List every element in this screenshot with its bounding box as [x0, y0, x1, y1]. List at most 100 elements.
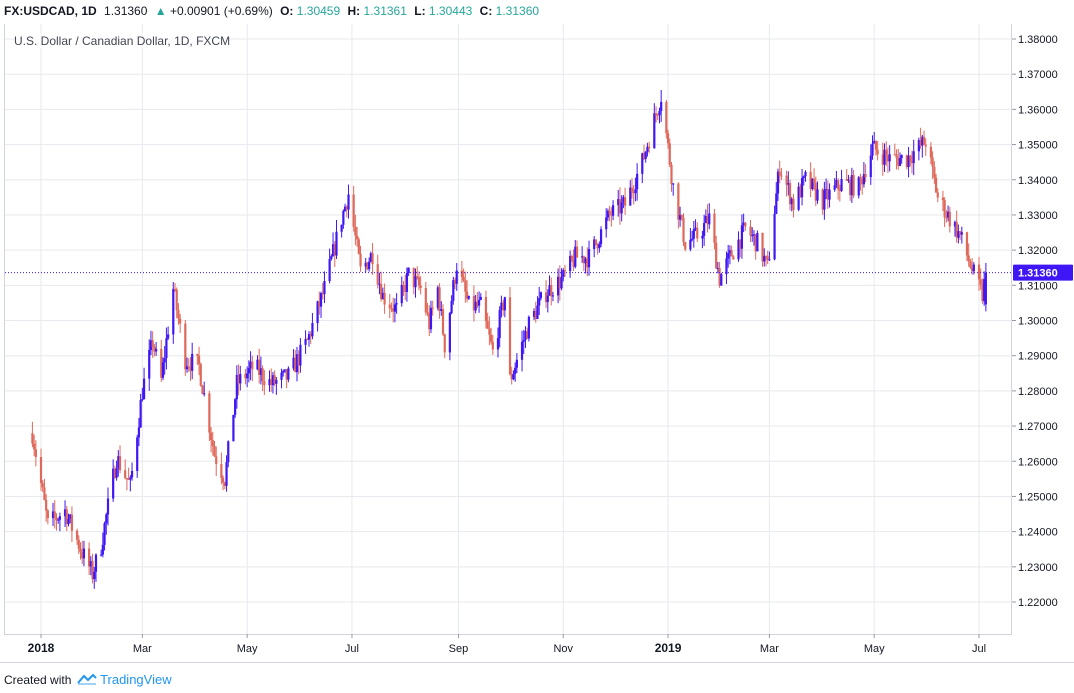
candle-body: [31, 433, 34, 444]
candle-body: [656, 114, 659, 116]
candle-body: [273, 375, 276, 384]
candle-body: [804, 171, 807, 177]
candle-body: [127, 479, 130, 481]
candle-body: [797, 186, 800, 210]
candle-body: [251, 361, 254, 370]
candle-body: [983, 279, 986, 302]
candle-body: [304, 338, 307, 345]
candle-body: [167, 334, 170, 339]
candle-body: [161, 362, 165, 378]
candle-body: [407, 267, 410, 274]
candle-body: [666, 133, 670, 144]
candle-body: [754, 234, 757, 252]
candle-body: [390, 308, 393, 310]
symbol-header: FX:USDCAD, 1D 1.31360 ▲ +0.00901 (+0.69%…: [0, 0, 1074, 22]
candle-body: [319, 292, 323, 307]
candle-body: [728, 250, 731, 254]
candle-body: [490, 334, 493, 342]
candle-body: [155, 348, 158, 352]
candle-body: [392, 308, 395, 312]
candle-body: [768, 259, 771, 261]
candle-body: [472, 295, 476, 311]
x-tick-label: May: [237, 643, 258, 655]
candle-body: [512, 373, 515, 380]
candle-body: [426, 312, 429, 314]
candle-body: [441, 309, 445, 335]
candle-body: [283, 369, 287, 371]
candle-body: [692, 229, 695, 239]
y-tick-label: 1.27000: [1018, 421, 1058, 433]
candle-body: [706, 216, 709, 225]
candle-body: [149, 340, 153, 350]
candle-body: [955, 221, 958, 238]
x-axis: 2018 Mar May Jul Sep Nov 2019 Mar May Jul: [28, 634, 986, 655]
candle-body: [244, 373, 247, 379]
candle-body: [239, 373, 242, 384]
candle-body: [258, 359, 261, 375]
candle-body: [672, 183, 675, 185]
candle-body: [462, 276, 465, 281]
candle-body: [448, 313, 451, 353]
candle-body: [232, 414, 235, 442]
candle-body: [39, 457, 43, 484]
candle-body: [335, 231, 338, 256]
candle-body: [41, 483, 44, 488]
candle-body: [594, 239, 597, 244]
candle-body: [508, 297, 512, 375]
open-value: 1.30459: [296, 4, 341, 18]
footer[interactable]: Created with TradingView: [4, 672, 172, 687]
y-tick-label: 1.34000: [1018, 175, 1058, 187]
candle-body: [160, 348, 163, 378]
candle-body: [814, 182, 817, 201]
x-tick-label: Mar: [133, 643, 152, 655]
candle-body: [115, 468, 118, 478]
candle-body: [163, 358, 166, 363]
candle-body: [209, 432, 213, 441]
candle-body: [247, 368, 250, 374]
candle-body: [34, 449, 37, 458]
candle-body: [787, 183, 790, 185]
candle-body: [574, 246, 577, 267]
candle-body: [642, 153, 646, 159]
candle-body: [443, 334, 446, 353]
candle-body: [88, 548, 91, 567]
candle-body: [550, 285, 553, 297]
candle-body: [912, 151, 915, 164]
y-tick-label: 1.22000: [1018, 597, 1058, 609]
candle-body: [51, 511, 55, 519]
y-tick-label: 1.26000: [1018, 456, 1058, 468]
y-tick-label: 1.28000: [1018, 386, 1058, 398]
candle-body: [965, 232, 969, 256]
candle-body: [548, 285, 551, 296]
candle-body: [716, 267, 719, 269]
candle-body: [129, 477, 132, 480]
candle-body: [299, 344, 302, 366]
candle-body: [536, 305, 539, 319]
candle-body: [412, 267, 415, 288]
candle-body: [694, 227, 697, 230]
candle-body: [419, 285, 422, 289]
candle-body: [929, 146, 932, 158]
candle-body: [484, 296, 488, 322]
candle-body: [177, 310, 180, 319]
candle-body: [581, 256, 584, 258]
candle-body: [599, 229, 603, 245]
candle-body: [584, 258, 587, 264]
candle-body: [172, 288, 175, 335]
candle-body: [876, 149, 879, 155]
candle-body: [971, 267, 974, 272]
candle-body: [275, 379, 278, 384]
candle-body: [538, 298, 541, 306]
candle-body: [330, 256, 333, 260]
candle-body: [763, 255, 766, 262]
low-value: 1.30443: [428, 4, 473, 18]
price-chart[interactable]: 1.38000 1.37000 1.36000 1.35000 1.34000 1.330…: [0, 0, 1074, 662]
candle-body: [861, 178, 864, 185]
candle-body: [874, 140, 878, 150]
candle-body: [197, 355, 201, 365]
candle-body: [886, 155, 890, 162]
candle-body: [105, 514, 108, 524]
candle-body: [393, 304, 396, 312]
y-tick-label: 1.37000: [1018, 69, 1058, 81]
candle-body: [280, 372, 283, 380]
